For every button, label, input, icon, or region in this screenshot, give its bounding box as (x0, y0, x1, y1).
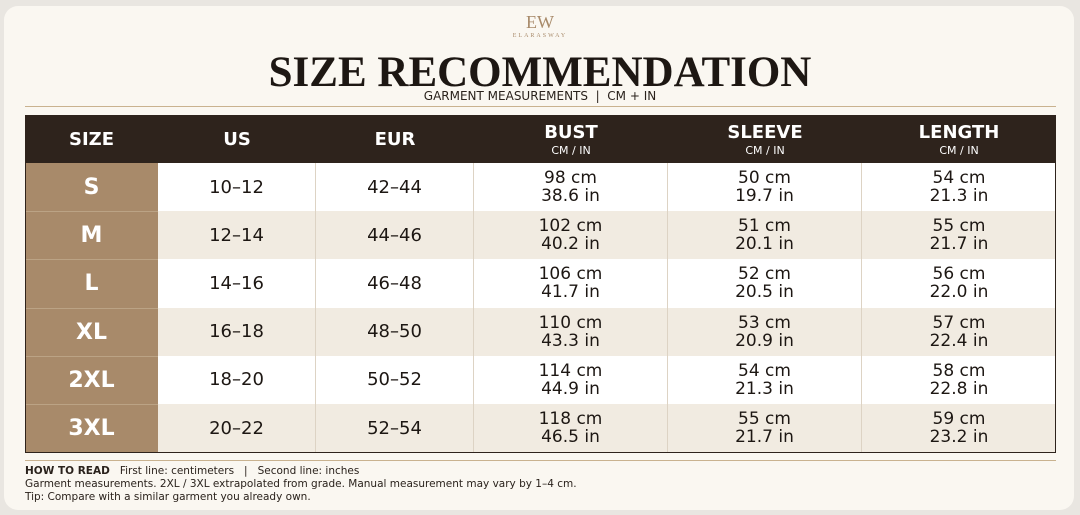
size-cell: L (25, 259, 158, 308)
measure-cell: 52 cm 20.5 in (668, 259, 862, 308)
inch-value: 41.7 in (541, 282, 600, 303)
inch-value: 44.9 in (541, 378, 600, 399)
measure-cell: 57 cm 22.4 in (862, 307, 1056, 356)
inch-value: 22.0 in (929, 282, 989, 303)
header-cell: EUR (316, 115, 474, 163)
header-cell: LENGTH CM / IN (862, 115, 1056, 163)
header-label: LENGTH (918, 121, 1000, 143)
range-cell: 48–50 (316, 307, 474, 356)
header-unit: CM / IN (745, 143, 785, 157)
header-label: SIZE (68, 128, 114, 150)
range-cell: 18–20 (158, 355, 316, 404)
measure-cell: 53 cm 20.9 in (668, 307, 862, 356)
note: Garment measurements. 2XL / 3XL extrapol… (25, 478, 577, 490)
measure-cell: 59 cm 23.2 in (862, 404, 1056, 453)
cm-value: 53 cm (738, 312, 791, 333)
range-cell: 50–52 (316, 355, 474, 404)
cm-value: 110 cm (538, 312, 603, 333)
inch-value: 22.4 in (929, 330, 989, 351)
measure-cell: 98 cm 38.6 in (474, 163, 668, 212)
header-cell: US (158, 115, 316, 163)
size-cell: XL (25, 307, 158, 356)
divider (25, 106, 1056, 107)
measure-cell: 55 cm 21.7 in (668, 404, 862, 453)
inch-value: 23.2 in (929, 427, 989, 448)
size-cell: 2XL (25, 355, 158, 404)
size-cell: M (25, 211, 158, 260)
cm-value: 102 cm (538, 216, 603, 237)
cm-value: 50 cm (738, 168, 791, 189)
cm-value: 52 cm (738, 264, 791, 285)
measure-cell: 56 cm 22.0 in (862, 259, 1056, 308)
inch-value: 20.9 in (735, 330, 794, 351)
header-label: SLEEVE (727, 121, 803, 143)
inch-value: 22.8 in (929, 378, 989, 399)
tip: Tip: Compare with a similar garment you … (25, 491, 311, 503)
cm-value: 118 cm (538, 409, 603, 430)
cm-value: 58 cm (932, 360, 986, 381)
cm-value: 98 cm (544, 168, 597, 189)
measure-cell: 51 cm 20.1 in (668, 211, 862, 260)
cm-value: 54 cm (738, 360, 791, 381)
header-cell: BUST CM / IN (474, 115, 668, 163)
logo-monogram: EW (526, 12, 554, 32)
measure-cell: 118 cm 46.5 in (474, 404, 668, 453)
measure-cell: 58 cm 22.8 in (862, 355, 1056, 404)
cm-value: 56 cm (932, 264, 986, 285)
inch-value: 21.7 in (735, 427, 794, 448)
inch-value: 21.7 in (929, 234, 989, 255)
inch-value: 46.5 in (541, 427, 600, 448)
cm-value: 59 cm (932, 409, 986, 430)
header-cell: SLEEVE CM / IN (668, 115, 862, 163)
inch-value: 40.2 in (541, 234, 600, 255)
title: SIZE RECOMMENDATION (268, 49, 812, 96)
header-cell: SIZE (25, 115, 158, 163)
measure-cell: 55 cm 21.7 in (862, 211, 1056, 260)
inch-value: 20.1 in (735, 234, 794, 255)
range-cell: 10–12 (158, 163, 316, 212)
range-cell: 12–14 (158, 211, 316, 260)
divider (25, 460, 1056, 461)
measure-cell: 54 cm 21.3 in (862, 163, 1056, 212)
cm-value: 106 cm (538, 264, 603, 285)
cm-value: 57 cm (932, 312, 986, 333)
measure-cell: 106 cm 41.7 in (474, 259, 668, 308)
range-cell: 52–54 (316, 404, 474, 453)
inch-value: 21.3 in (735, 378, 794, 399)
cm-value: 54 cm (932, 168, 986, 189)
header-unit: CM / IN (939, 143, 979, 157)
range-cell: 14–16 (158, 259, 316, 308)
range-cell: 46–48 (316, 259, 474, 308)
cm-value: 114 cm (538, 360, 603, 381)
measure-cell: 110 cm 43.3 in (474, 307, 668, 356)
measure-cell: 102 cm 40.2 in (474, 211, 668, 260)
how-to-read: HOW TO READ First line: centimeters | Se… (25, 465, 359, 477)
size-cell: 3XL (25, 404, 158, 453)
range-cell: 16–18 (158, 307, 316, 356)
cm-value: 51 cm (738, 216, 791, 237)
header-label: US (223, 128, 251, 150)
measure-cell: 54 cm 21.3 in (668, 355, 862, 404)
range-cell: 44–46 (316, 211, 474, 260)
header-unit: CM / IN (551, 143, 591, 157)
inch-value: 21.3 in (929, 186, 989, 207)
subtitle: GARMENT MEASUREMENTS | CM + IN (423, 89, 657, 103)
size-cell: S (25, 163, 158, 212)
logo-brand: ELARASWAY (512, 33, 568, 39)
inch-value: 20.5 in (735, 282, 794, 303)
range-cell: 42–44 (316, 163, 474, 212)
cm-value: 55 cm (932, 216, 986, 237)
how-to-read-text: First line: centimeters | Second line: i… (119, 465, 360, 477)
inch-value: 38.6 in (541, 186, 600, 207)
header-label: BUST (544, 121, 598, 143)
measure-cell: 50 cm 19.7 in (668, 163, 862, 212)
cm-value: 55 cm (738, 409, 791, 430)
how-to-read-label: HOW TO READ (25, 465, 110, 477)
inch-value: 43.3 in (541, 330, 600, 351)
header-label: EUR (374, 128, 416, 150)
inch-value: 19.7 in (735, 186, 794, 207)
range-cell: 20–22 (158, 404, 316, 453)
measure-cell: 114 cm 44.9 in (474, 355, 668, 404)
